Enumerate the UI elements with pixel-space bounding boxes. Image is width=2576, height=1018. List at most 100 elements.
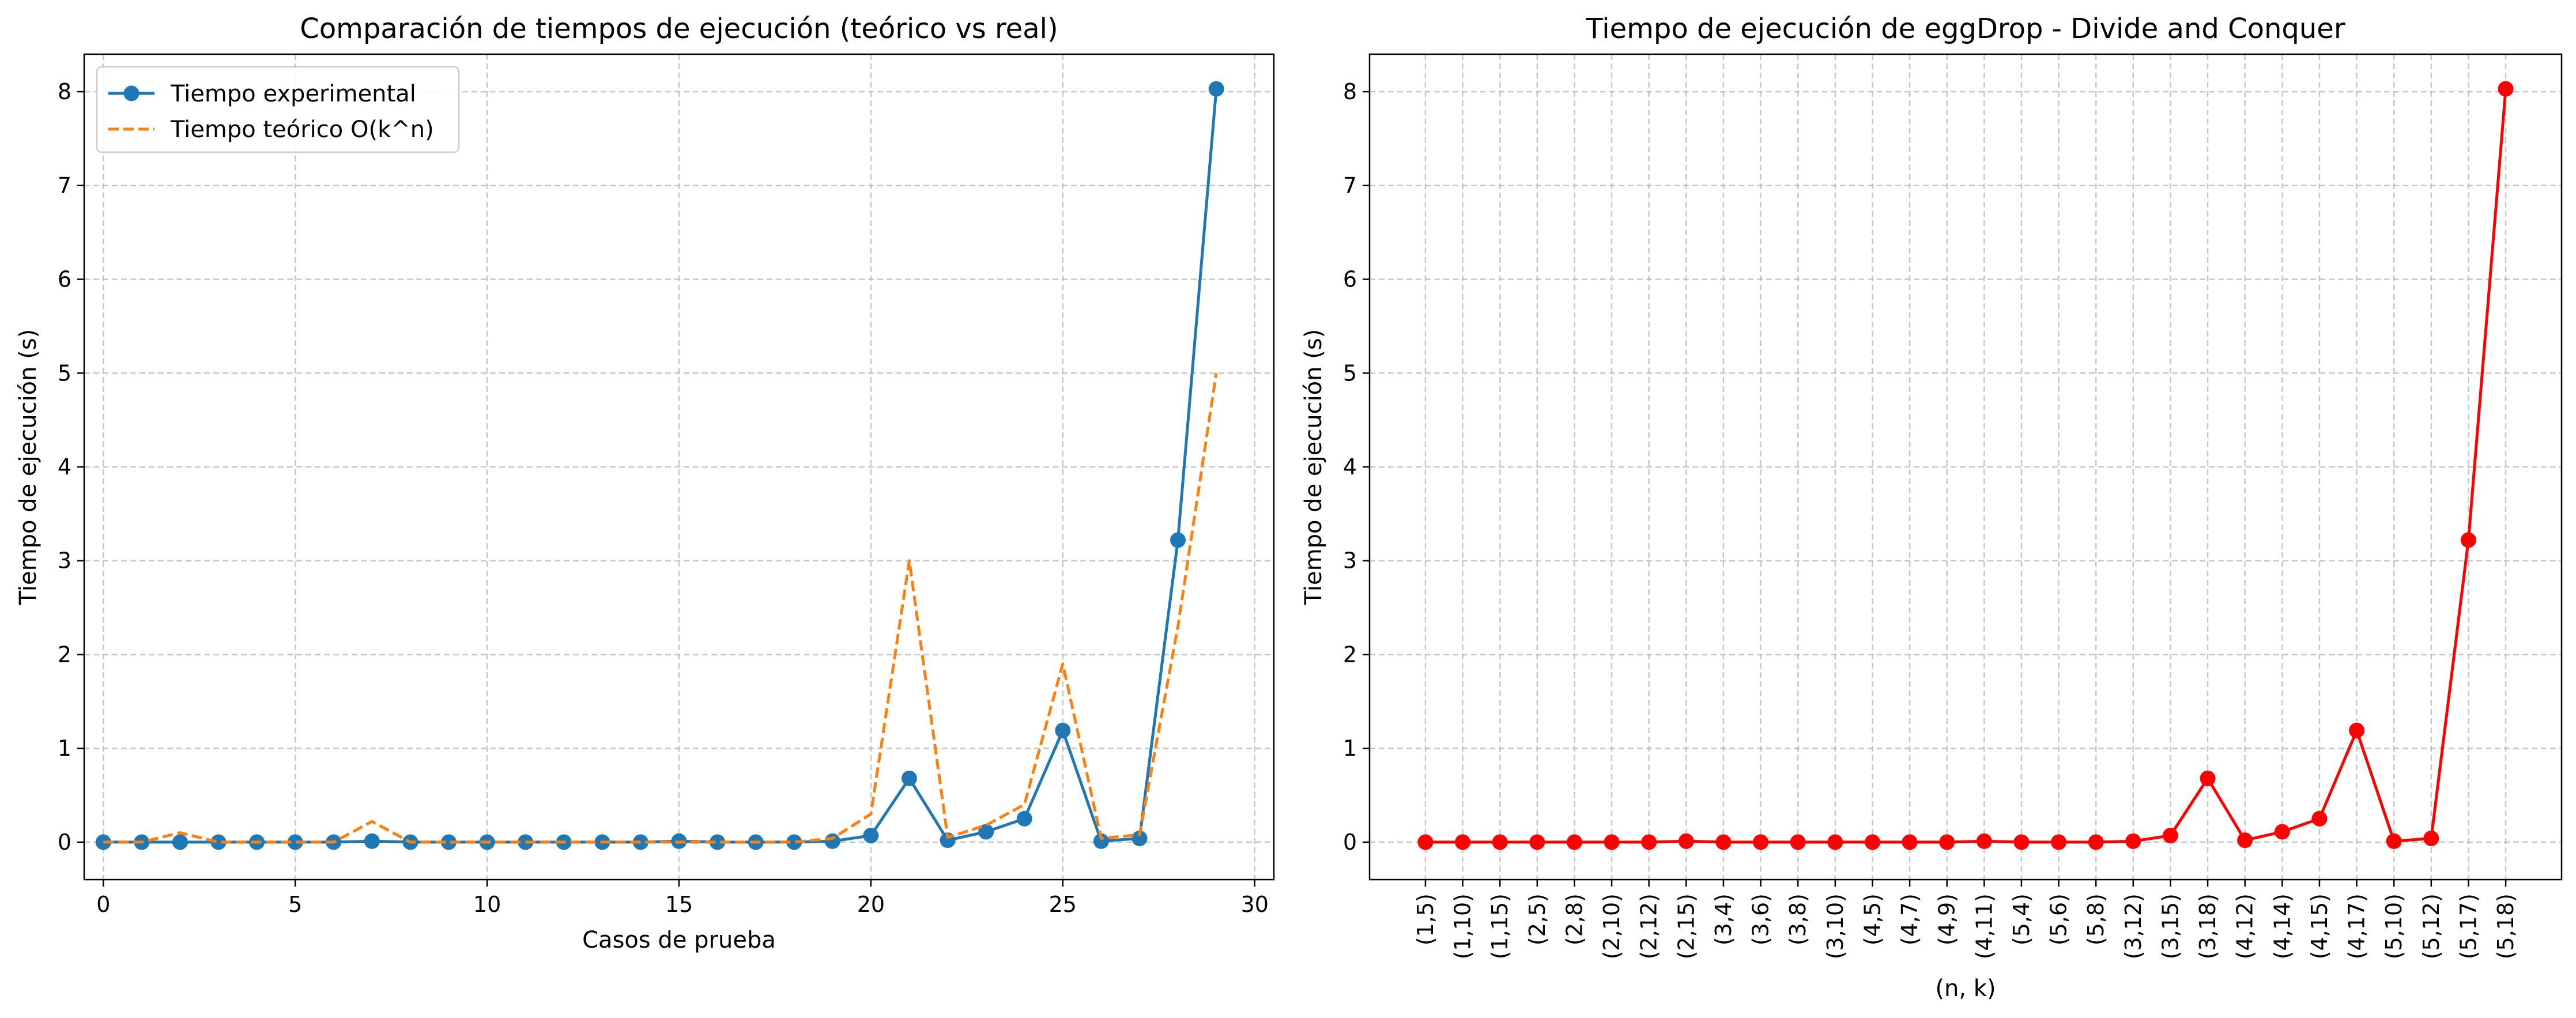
y-tick-label: 6 xyxy=(58,267,71,292)
chart-right-title: Tiempo de ejecución de eggDrop - Divide … xyxy=(1585,13,2345,45)
chart-left: Comparación de tiempos de ejecución (teó… xyxy=(15,13,1275,953)
series-0-point xyxy=(2051,834,2067,850)
y-tick-label: 7 xyxy=(58,173,71,198)
series-0-point xyxy=(1529,834,1545,850)
x-tick-label: (5,6) xyxy=(2046,893,2072,945)
x-tick-label: (3,6) xyxy=(1748,893,1774,945)
x-tick-label: 5 xyxy=(288,892,302,917)
series-0-point xyxy=(2125,833,2141,849)
x-tick-label: (1,5) xyxy=(1413,893,1438,945)
series-0-point xyxy=(2237,832,2253,849)
series-0-point xyxy=(2311,810,2328,827)
series-0-point xyxy=(2498,81,2514,97)
x-tick-label: (4,9) xyxy=(1934,893,1960,945)
series-0-point xyxy=(1641,834,1657,850)
series-0-point xyxy=(2162,828,2178,844)
x-tick-label: (5,17) xyxy=(2456,893,2481,959)
series-0-line xyxy=(103,88,1218,844)
series-0-point xyxy=(1016,810,1032,827)
axes-frame xyxy=(83,53,1275,881)
x-tick-label: (4,7) xyxy=(1897,893,1922,945)
chart-left-ylabel: Tiempo de ejecución (s) xyxy=(15,329,42,606)
series-0-point xyxy=(632,834,648,850)
series-0-point xyxy=(441,834,457,850)
x-tick-label: (2,5) xyxy=(1525,893,1550,945)
y-tick-label: 2 xyxy=(58,642,71,667)
series-0-point xyxy=(1678,833,1694,849)
y-tick-label: 3 xyxy=(1343,548,1357,574)
series-0-point xyxy=(1790,834,1806,850)
legend: Tiempo experimental Tiempo teórico O(k^n) xyxy=(96,66,460,153)
x-tick-label: (3,18) xyxy=(2195,893,2220,959)
y-tick-label: 8 xyxy=(1343,79,1357,104)
series-0-point xyxy=(2460,532,2476,548)
x-tick-label: (3,12) xyxy=(2121,893,2146,959)
series-0-point xyxy=(2088,834,2104,850)
series-0-point xyxy=(710,834,726,850)
x-tick-label: (4,11) xyxy=(1971,893,1997,959)
series-0-point xyxy=(1753,834,1769,850)
series-0-point xyxy=(172,834,188,850)
series-0-point xyxy=(2274,824,2290,840)
series-0-point xyxy=(1132,830,1148,846)
x-tick-label: 10 xyxy=(473,892,501,917)
series-0-point xyxy=(1939,834,1955,850)
x-tick-label: (5,18) xyxy=(2493,893,2518,959)
y-tick-label: 2 xyxy=(1343,642,1357,667)
chart-right-xlabel: (n, k) xyxy=(1935,975,1996,1002)
series-0-point xyxy=(95,834,111,850)
x-tick-label: (4,5) xyxy=(1860,893,1885,945)
legend-box xyxy=(96,66,460,153)
x-tick-label: (5,8) xyxy=(2083,893,2109,945)
x-tick-label: (2,8) xyxy=(1562,893,1587,945)
x-tick-label: (3,10) xyxy=(1823,893,1848,959)
x-tick-label: (3,4) xyxy=(1711,893,1736,945)
series-0-point xyxy=(2349,722,2365,738)
x-tick-label: (2,12) xyxy=(1636,893,1662,959)
series-0-point xyxy=(824,833,840,849)
x-tick-label: (4,17) xyxy=(2344,893,2370,959)
grid-lines xyxy=(1370,54,2562,880)
series-0-point xyxy=(210,834,227,850)
y-tick-label: 4 xyxy=(1343,454,1357,480)
x-tick-label: 20 xyxy=(857,892,885,917)
x-tick-label: (5,4) xyxy=(2009,893,2034,945)
series-0-point xyxy=(1492,834,1508,850)
y-tick-label: 4 xyxy=(58,454,71,480)
series-0-point xyxy=(2386,833,2402,849)
x-tick-label: (5,12) xyxy=(2419,893,2444,959)
series-0-point xyxy=(364,833,380,849)
x-tick-label: (3,8) xyxy=(1785,893,1811,945)
y-tick-label: 0 xyxy=(58,830,71,855)
y-tick-label: 0 xyxy=(1343,830,1357,855)
y-tick-label: 5 xyxy=(58,360,71,386)
series-0-point xyxy=(1566,834,1582,850)
series-0-point xyxy=(2013,834,2030,850)
y-tick-label: 7 xyxy=(1343,173,1357,198)
series-0-point xyxy=(2200,770,2216,786)
series-0-point xyxy=(1902,834,1918,850)
series-0-point xyxy=(1208,81,1224,97)
ticks: 0 1 2 3 4 5 6 7 8 0 5 10 15 20 25 30 xyxy=(58,79,1269,917)
y-tick-label: 6 xyxy=(1343,267,1357,292)
series-0-point xyxy=(1976,833,1992,849)
y-tick-label: 1 xyxy=(58,736,71,761)
series-0-point xyxy=(1417,834,1434,850)
series-0-point xyxy=(863,828,879,844)
x-tick-label: (4,14) xyxy=(2269,893,2295,959)
grid-lines xyxy=(84,54,1274,880)
chart-left-title: Comparación de tiempos de ejecución (teó… xyxy=(300,13,1058,45)
ticks: 0 1 2 3 4 5 6 7 8 (1,5) (1,10) (1,15) (2,5) (2,8) (2,1… xyxy=(1343,79,2518,959)
x-tick-label: 25 xyxy=(1049,892,1077,917)
series-0-line xyxy=(1425,88,2507,844)
x-tick-label: (1,10) xyxy=(1450,893,1476,959)
series-0-point xyxy=(1455,834,1471,850)
x-tick-label: (5,10) xyxy=(2381,893,2407,959)
legend-label-1: Tiempo teórico O(k^n) xyxy=(170,116,434,143)
y-tick-label: 5 xyxy=(1343,360,1357,386)
x-tick-label: (1,15) xyxy=(1487,893,1513,959)
chart-left-xlabel: Casos de prueba xyxy=(582,927,776,953)
series-0-point xyxy=(786,834,802,850)
x-tick-label: 15 xyxy=(665,892,693,917)
